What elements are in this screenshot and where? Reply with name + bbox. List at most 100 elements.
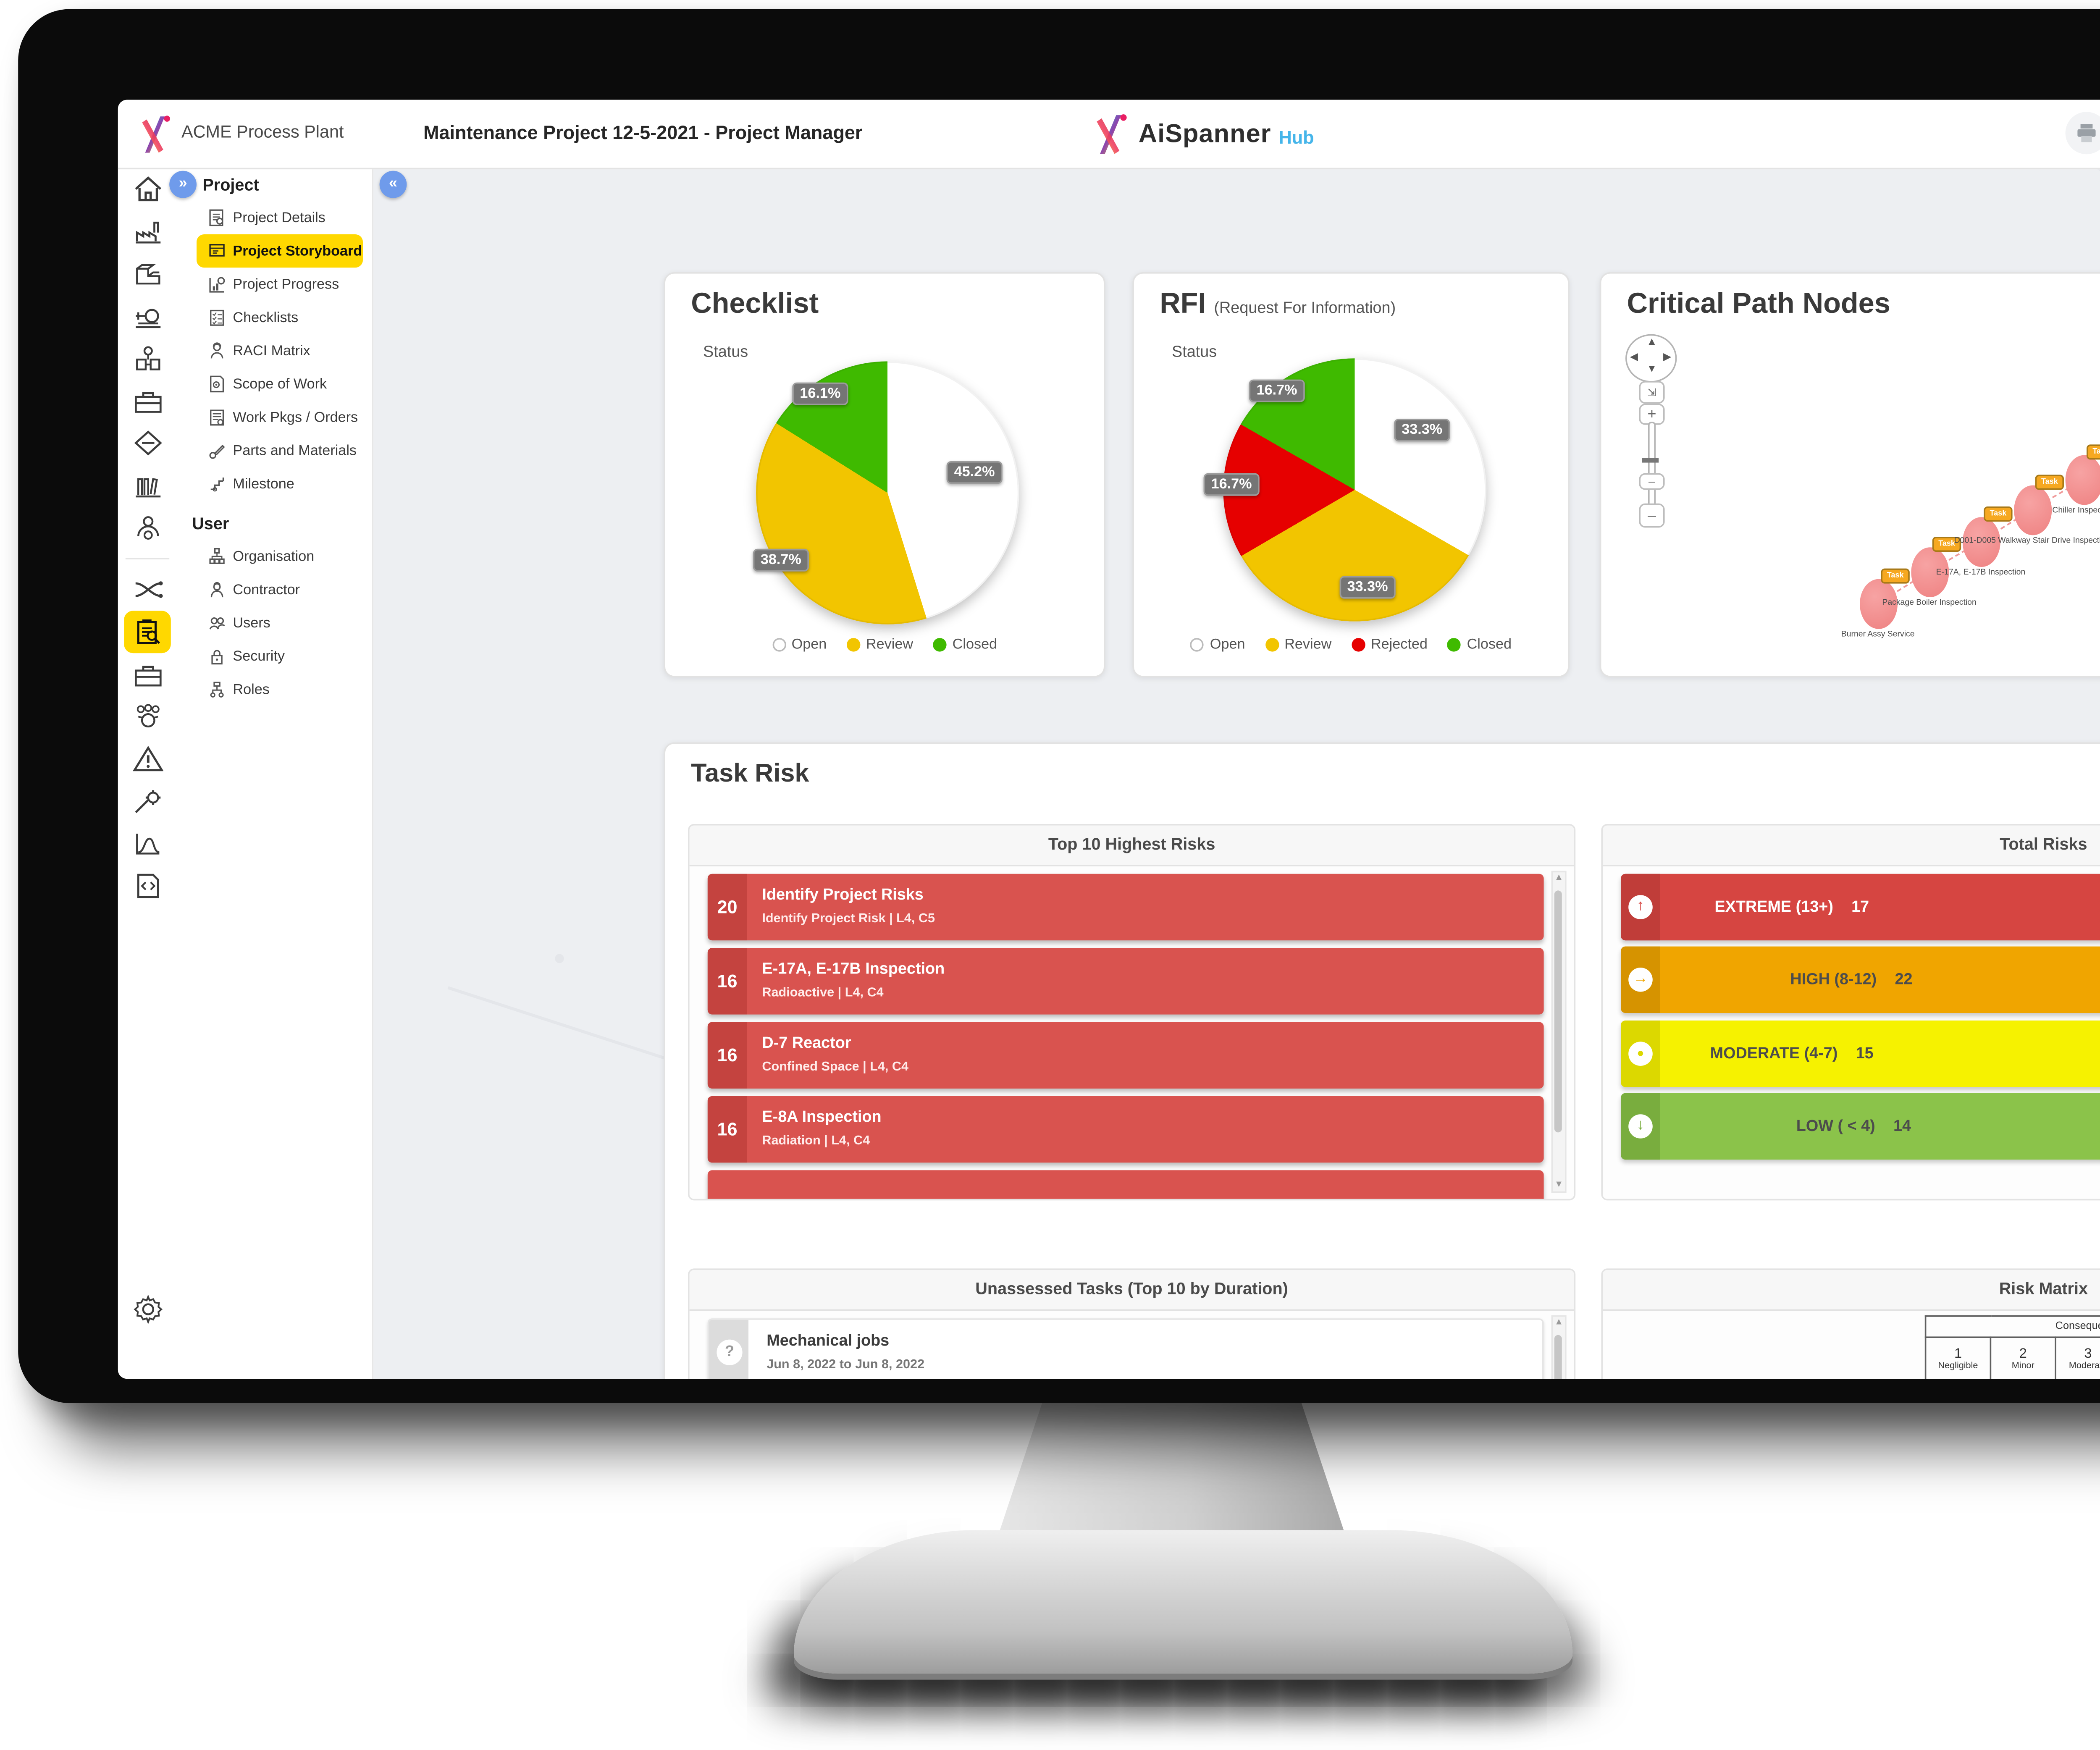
- rail-operator-icon[interactable]: [118, 506, 177, 549]
- pan-control[interactable]: ▲ ◀ ▶ ▼: [1625, 334, 1677, 383]
- sidebar-item-project-storyboard[interactable]: Project Storyboard: [197, 234, 363, 268]
- sidebar-item-label: Checklists: [233, 309, 299, 326]
- graph-node[interactable]: Task Package Boiler Inspection: [1839, 537, 2020, 608]
- graph-node[interactable]: Task D001-D005 Walkway Stair Drive Inspe…: [1941, 475, 2100, 546]
- settings-gear-icon[interactable]: [118, 1288, 177, 1330]
- legend-item[interactable]: Rejected: [1351, 637, 1428, 653]
- legend-item[interactable]: Closed: [1447, 637, 1512, 653]
- sidebar-item-label: Scope of Work: [233, 375, 327, 393]
- rail-curve-icon[interactable]: [118, 822, 177, 865]
- rfi-card: RFI (Request For Information) Status 16.…: [1132, 272, 1570, 677]
- rail-pump-icon[interactable]: [118, 295, 177, 337]
- risk-row[interactable]: 16 E-17A, E-17B Inspection Radioactive |…: [707, 948, 1544, 1015]
- total-risks-header: Total Risks: [1603, 825, 2100, 866]
- dashboard-content: Checklist Status 16.1% 45.2% 38.7% Open …: [373, 168, 2100, 1379]
- sidebar-item-scope-of-work[interactable]: Scope of Work: [177, 367, 372, 401]
- rail-safety-icon[interactable]: [118, 422, 177, 464]
- lock-icon: [211, 650, 223, 665]
- legend-item[interactable]: Review: [1265, 637, 1331, 653]
- sidebar-menu: Project Project Details Project Storyboa…: [177, 168, 374, 1379]
- rail-storyboard-icon-active[interactable]: [124, 611, 171, 653]
- rfi-legend: Open Review Rejected Closed: [1134, 637, 1568, 653]
- sidebar-item-milestone[interactable]: Milestone: [177, 467, 372, 500]
- critical-path-title: Critical Path Nodes: [1627, 289, 1890, 321]
- sidebar-item-checklists[interactable]: Checklists: [177, 301, 372, 334]
- rail-warning-icon[interactable]: [118, 738, 177, 780]
- menu-collapse-button[interactable]: «: [379, 171, 407, 198]
- rfi-status-label: Status: [1172, 343, 1217, 362]
- graph-node[interactable]: Task E-17A, E-17B Inspection: [1890, 506, 2071, 578]
- risk-row[interactable]: 16 D-7 Reactor Confined Space | L4, C4: [707, 1022, 1544, 1089]
- legend-item[interactable]: Closed: [932, 637, 997, 653]
- graph-node[interactable]: Task PD-4P-P400(A-B) Inspection: [2096, 393, 2100, 454]
- total-risk-bar-low[interactable]: ↓ LOW ( < 4) 14: [1621, 1093, 2100, 1160]
- sidebar-item-project-progress[interactable]: Project Progress: [177, 268, 372, 301]
- rail-spanner-icon[interactable]: [118, 780, 177, 823]
- sidebar-item-parts-materials[interactable]: Parts and Materials: [177, 434, 372, 467]
- rail-plant-icon[interactable]: [118, 210, 177, 252]
- rail-library-icon[interactable]: [118, 464, 177, 506]
- sidebar-item-label: Organisation: [233, 548, 315, 565]
- rail-toolkit-icon[interactable]: [118, 653, 177, 695]
- total-risk-bar-moderate[interactable]: ● MODERATE (4-7) 15: [1621, 1020, 2100, 1086]
- sidebar-item-contractor[interactable]: Contractor: [177, 573, 372, 606]
- rail-codedoc-icon[interactable]: [118, 865, 177, 907]
- zoom-slider-midtick: [1642, 458, 1659, 463]
- sidebar-item-project-details[interactable]: Project Details: [177, 201, 372, 234]
- legend-item[interactable]: Open: [1190, 637, 1245, 653]
- legend-item[interactable]: Review: [846, 637, 913, 653]
- menu-section-label: Project: [202, 177, 259, 195]
- top10-scrollbar[interactable]: ▲ ▼: [1551, 871, 1567, 1193]
- critical-path-card: Critical Path Nodes ▲ ◀ ▶ ▼ ⇲ + – –: [1599, 272, 2100, 677]
- sidebar-item-security[interactable]: Security: [177, 640, 372, 673]
- scroll-up-icon: ▲: [1554, 874, 1564, 883]
- graph-node[interactable]: Task Chiller Inspection: [1993, 444, 2100, 516]
- rail-home-icon[interactable]: [118, 168, 177, 210]
- risk-row[interactable]: 16 E-8A Inspection Radiation | L4, C4: [707, 1096, 1544, 1163]
- rail-shuffle-icon[interactable]: [118, 569, 177, 611]
- storyboard-icon: [209, 244, 225, 257]
- fit-view-button[interactable]: ⇲: [1639, 381, 1665, 404]
- graph-node[interactable]: Task Burner Assy Service: [1787, 568, 1969, 640]
- workorder-icon: [210, 409, 224, 426]
- sidebar-item-users[interactable]: Users: [177, 606, 372, 640]
- risk-row-partial[interactable]: [707, 1170, 1544, 1199]
- pie-label-rejected: 16.7%: [1203, 473, 1260, 496]
- graph-node[interactable]: Task D-7 Reactor: [2044, 423, 2100, 484]
- rail-valve-icon[interactable]: [118, 337, 177, 380]
- milestone-icon: [210, 478, 224, 492]
- question-icon: ?: [717, 1339, 743, 1365]
- total-risk-bar-extreme[interactable]: ↑ EXTREME (13+) 17: [1621, 873, 2100, 940]
- sidebar-item-roles[interactable]: Roles: [177, 673, 372, 706]
- pie-label-closed: 16.7%: [1249, 379, 1305, 402]
- print-button[interactable]: [2065, 112, 2100, 155]
- sidebar-item-raci-matrix[interactable]: RACI Matrix: [177, 334, 372, 367]
- brand-name: ACME Process Plant: [181, 124, 344, 142]
- sidebar-item-organisation[interactable]: Organisation: [177, 540, 372, 573]
- logo-suffix: Hub: [1278, 126, 1314, 147]
- unassessed-tasks-panel: Unassessed Tasks (Top 10 by Duration) ? …: [688, 1268, 1576, 1379]
- rail-toolbox-icon[interactable]: [118, 380, 177, 422]
- risk-row[interactable]: 20 Identify Project Risks Identify Proje…: [707, 874, 1544, 941]
- rail-units-icon[interactable]: [118, 252, 177, 295]
- total-risk-bar-high[interactable]: → HIGH (8-12) 22: [1621, 946, 2100, 1013]
- unassessed-task-row[interactable]: ? Mechanical jobs Jun 8, 2022 to Jun 8, …: [707, 1318, 1544, 1379]
- unassessed-scrollbar[interactable]: ▲: [1551, 1315, 1567, 1379]
- sidebar-item-work-pkgs-orders[interactable]: Work Pkgs / Orders: [177, 401, 372, 434]
- sidebar-item-label: Parts and Materials: [233, 442, 357, 459]
- sidebar-item-label: Contractor: [233, 581, 300, 598]
- sidebar-item-label: Security: [233, 648, 285, 665]
- zoom-slider-handle[interactable]: –: [1639, 473, 1665, 490]
- progress-chart-icon: [209, 277, 225, 293]
- checklist-card: Checklist Status 16.1% 45.2% 38.7% Open …: [664, 272, 1105, 677]
- rfi-title: RFI (Request For Information): [1160, 289, 1396, 321]
- sidebar-item-label: Milestone: [233, 475, 294, 492]
- risk-matrix-header: Risk Matrix: [1603, 1270, 2100, 1311]
- legend-item[interactable]: Open: [772, 637, 827, 653]
- zoom-out-button[interactable]: –: [1639, 503, 1665, 528]
- rail-divider: [125, 558, 170, 559]
- monitor-bezel: ACME Process Plant Maintenance Project 1…: [18, 9, 2100, 1403]
- rail-team-icon[interactable]: [118, 695, 177, 738]
- zoom-in-button[interactable]: +: [1639, 404, 1665, 425]
- menu-expand-button[interactable]: »: [169, 171, 197, 198]
